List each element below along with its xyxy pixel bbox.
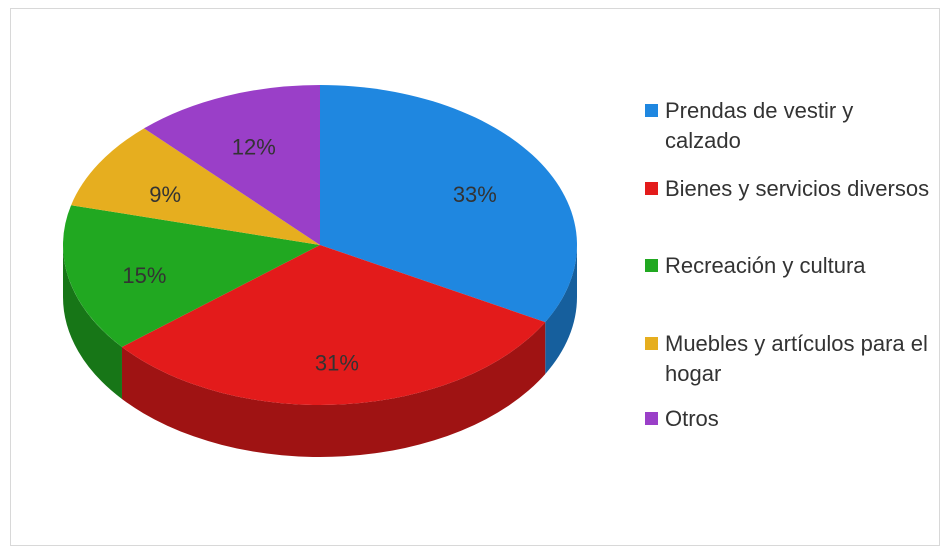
data-label: 12% — [232, 135, 276, 160]
slice — [63, 205, 321, 347]
legend-item: Otros — [645, 404, 935, 434]
data-label: 33% — [453, 182, 497, 207]
legend-swatch — [645, 412, 658, 425]
data-label: 9% — [149, 182, 181, 207]
legend-swatch — [645, 259, 658, 272]
legend-label: Prendas de vestir y calzado — [665, 98, 854, 153]
slice-side — [545, 245, 577, 375]
data-label: 15% — [122, 263, 166, 288]
data-label: 31% — [315, 350, 359, 375]
legend-label: Bienes y servicios diversos — [665, 176, 930, 201]
slice — [144, 85, 320, 245]
slice — [121, 245, 546, 405]
legend-item: Prendas de vestir y calzado — [645, 96, 935, 156]
legend-swatch — [645, 182, 658, 195]
slice — [71, 128, 320, 245]
frame — [10, 8, 940, 546]
legend-label: Muebles y artículos para el hogar — [665, 331, 928, 386]
legend-label: Recreación y cultura — [665, 253, 866, 278]
slice — [320, 85, 578, 323]
pie — [63, 85, 578, 457]
slice-side — [63, 245, 122, 399]
legend-label: Otros — [665, 406, 719, 431]
legend-swatch — [645, 337, 658, 350]
legend-item: Recreación y cultura — [645, 251, 935, 281]
legend-item: Muebles y artículos para el hogar — [645, 329, 935, 389]
legend-item: Bienes y servicios diversos — [645, 174, 935, 204]
legend-swatch — [645, 104, 658, 117]
slice-side — [121, 322, 546, 457]
